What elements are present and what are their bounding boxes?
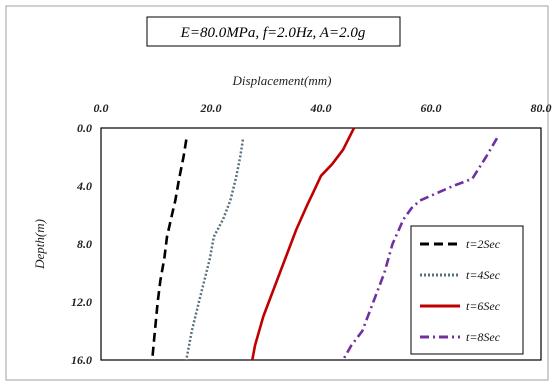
series-line-3 [251,127,356,361]
legend-label: t=8Sec [466,330,501,344]
x-tick-label: 20.0 [200,101,222,115]
y-tick-label: 16.0 [71,353,92,367]
series-lines [150,127,499,361]
x-tick-label: 0.0 [94,101,109,115]
legend-label: t=2Sec [466,237,501,251]
y-tick-label: 0.0 [77,121,92,135]
series-line-4 [341,137,499,361]
legend-label: t=6Sec [466,299,501,313]
x-tick-label: 40.0 [310,101,332,115]
x-axis-title: Displacement(mm) [232,73,332,88]
y-axis-title: Depth(m) [32,219,47,270]
y-axis-ticks: 0.0 4.0 8.0 12.0 16.0 [71,121,92,367]
x-axis-ticks: 0.0 20.0 40.0 60.0 80.0 [94,101,552,115]
y-tick-label: 12.0 [71,295,92,309]
legend-label: t=4Sec [466,268,501,282]
x-tick-label: 60.0 [421,101,442,115]
plot-area [100,127,542,361]
chart-title: E=80.0MPa, f=2.0Hz, A=2.0g [180,25,366,41]
y-tick-label: 4.0 [76,179,92,193]
title-border [146,16,401,47]
series-line-2 [185,139,245,361]
x-tick-label: 80.0 [531,101,552,115]
series-line-1 [150,139,188,361]
legend: t=2Sec t=4Sec t=6Sec t=8Sec [410,225,524,355]
legend-box [410,225,524,355]
chart-title-box: E=80.0MPa, f=2.0Hz, A=2.0g [146,16,401,47]
y-tick-label: 8.0 [77,237,92,251]
